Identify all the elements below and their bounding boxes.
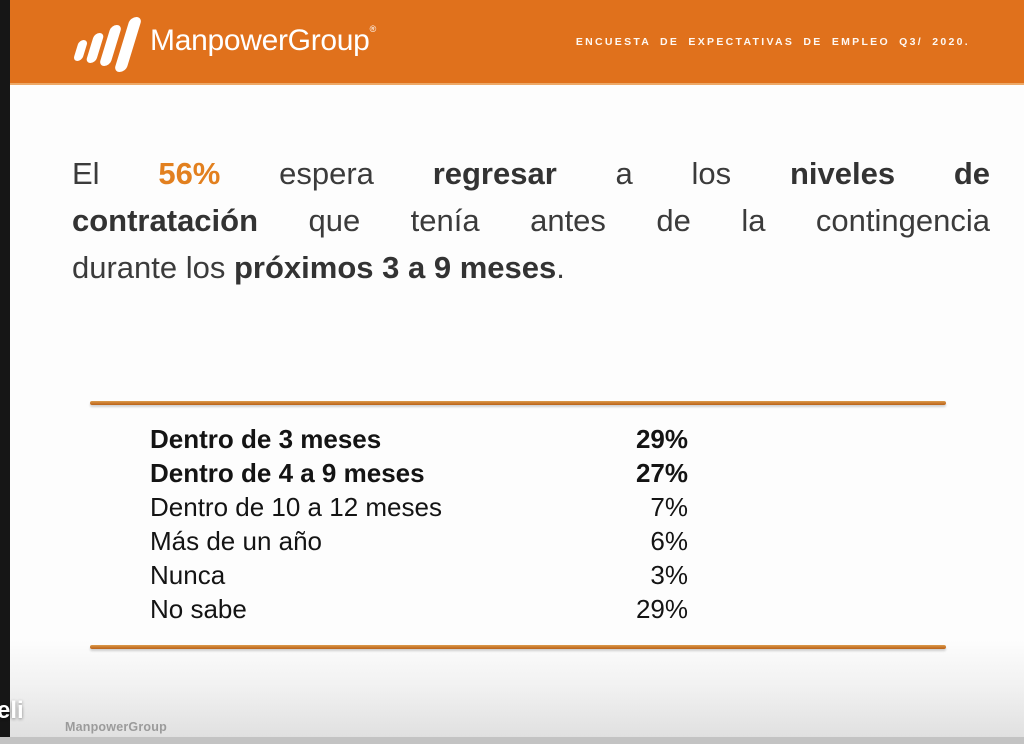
- headline-segment: niveles de: [789, 156, 990, 191]
- table-row: Dentro de 4 a 9 meses 27%: [90, 456, 946, 490]
- footer-fade: [10, 640, 1024, 744]
- headline-segment: El: [72, 156, 159, 191]
- row-value: 29%: [635, 424, 688, 454]
- left-edge-strip: [0, 0, 10, 744]
- table-row: Dentro de 3 meses 29%: [90, 422, 946, 456]
- logo-text: ManpowerGroup: [150, 24, 370, 57]
- row-value: 29%: [635, 594, 688, 624]
- row-label: Dentro de 3 meses: [150, 424, 382, 454]
- bottom-edge-strip: [0, 737, 1024, 744]
- headline-line: contratación que tenía antes de la conti…: [72, 197, 990, 244]
- row-value: 7%: [650, 492, 688, 522]
- headline-segment: que tenía antes de la contingencia: [258, 203, 990, 238]
- survey-title: ENCUESTA DE EXPECTATIVAS DE EMPLEO Q3/ 2…: [575, 36, 970, 48]
- logo-wordmark: ManpowerGroup®: [150, 24, 376, 58]
- headline-segment: durante los: [72, 250, 234, 285]
- registered-mark-icon: ®: [369, 24, 377, 34]
- headline-line: El 56% espera regresar a los niveles de: [72, 150, 990, 197]
- row-label: No sabe: [150, 594, 247, 624]
- table-row: Más de un año 6%: [90, 524, 946, 558]
- headline-segment: regresar: [432, 156, 557, 191]
- headline-segment: espera: [220, 156, 433, 191]
- row-value: 27%: [635, 458, 688, 488]
- presentation-slide: ManpowerGroup® ENCUESTA DE EXPECTATIVAS …: [10, 0, 1024, 744]
- logo-bars-icon: [72, 10, 143, 74]
- headline-segment: próximos 3 a 9 meses: [234, 250, 557, 285]
- table-row: Dentro de 10 a 12 meses 7%: [90, 490, 946, 524]
- headline-segment: .: [556, 250, 565, 285]
- row-label: Nunca: [150, 560, 226, 590]
- row-label: Dentro de 4 a 9 meses: [150, 458, 425, 488]
- divider-top: [90, 401, 946, 405]
- headline-segment-highlight: 56%: [158, 156, 221, 191]
- headline-segment: a los: [556, 156, 790, 191]
- row-value: 6%: [650, 526, 688, 556]
- headline-line: durante los próximos 3 a 9 meses.: [72, 244, 990, 291]
- headline-segment: contratación: [72, 203, 259, 238]
- table-row: No sabe 29%: [90, 592, 946, 626]
- table-row: Nunca 3%: [90, 558, 946, 592]
- results-table: Dentro de 3 meses 29% Dentro de 4 a 9 me…: [90, 422, 946, 626]
- row-label: Dentro de 10 a 12 meses: [150, 492, 442, 522]
- row-label: Más de un año: [150, 526, 323, 556]
- header-bar: ManpowerGroup® ENCUESTA DE EXPECTATIVAS …: [10, 0, 1024, 85]
- row-value: 3%: [650, 560, 688, 590]
- footer-logo-text: ManpowerGroup: [65, 720, 167, 734]
- divider-bottom: [90, 645, 946, 649]
- watermark-text: eli: [0, 697, 24, 724]
- headline: El 56% espera regresar a los niveles de …: [72, 150, 990, 291]
